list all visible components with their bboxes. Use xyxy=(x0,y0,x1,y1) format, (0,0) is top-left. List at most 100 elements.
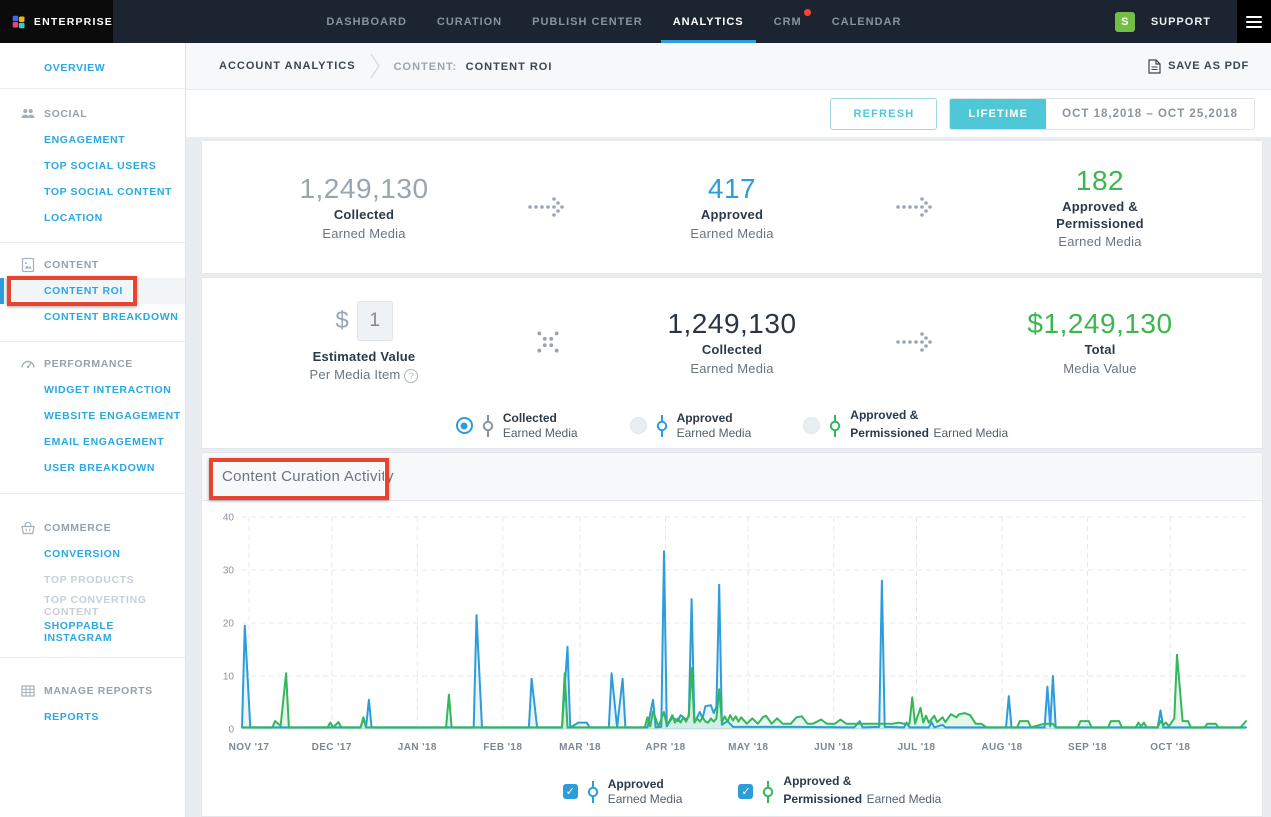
lifetime-button[interactable]: LIFETIME xyxy=(950,98,1047,129)
sidebar-item-widget-interaction[interactable]: WIDGET INTERACTION xyxy=(44,384,172,396)
checkbox-checked[interactable]: ✓ xyxy=(738,784,754,799)
nav-menu: DASHBOARD CURATION PUBLISH CENTER ANALYT… xyxy=(113,0,1115,43)
save-as-pdf-button[interactable]: SAVE AS PDF xyxy=(1148,58,1249,74)
radio-collected[interactable]: Collected Earned Media xyxy=(455,411,578,441)
sidebar-section-commerce: COMMERCE xyxy=(0,515,185,541)
sidebar-item-top-social-users[interactable]: TOP SOCIAL USERS xyxy=(44,160,157,172)
save-as-pdf-label: SAVE AS PDF xyxy=(1168,60,1249,72)
brand-logo[interactable]: ENTERPRISE xyxy=(0,0,113,43)
svg-text:JUL '18: JUL '18 xyxy=(898,742,936,753)
svg-text:DEC '17: DEC '17 xyxy=(312,742,352,753)
svg-text:APR '18: APR '18 xyxy=(645,742,685,753)
svg-text:0: 0 xyxy=(228,725,234,736)
basket-icon xyxy=(21,521,35,535)
sidebar: OVERVIEW SOCIAL ENGAGEMENT TOP SOCIAL US… xyxy=(0,43,186,817)
sidebar-item-top-social-content[interactable]: TOP SOCIAL CONTENT xyxy=(44,186,173,198)
svg-text:MAR '18: MAR '18 xyxy=(559,742,601,753)
divider xyxy=(0,88,185,89)
sidebar-item-location[interactable]: LOCATION xyxy=(44,212,103,224)
breadcrumb-page: CONTENT ROI xyxy=(465,61,553,73)
sidebar-item-engagement[interactable]: ENGAGEMENT xyxy=(44,134,126,146)
sidebar-item-shoppable-instagram[interactable]: SHOPPABLE INSTAGRAM xyxy=(44,620,114,644)
svg-text:40: 40 xyxy=(223,513,235,524)
collected-sublabel: Earned Media xyxy=(690,360,774,376)
sidebar-item-overview[interactable]: OVERVIEW xyxy=(44,62,106,74)
brand-name: ENTERPRISE xyxy=(33,15,113,28)
nav-item-crm-label: CRM xyxy=(773,15,802,28)
stat-approved-permissioned-sublabel: Earned Media xyxy=(1058,233,1142,249)
legend-approved-permissioned[interactable]: ✓ Approved & Permissioned Earned Media xyxy=(738,774,941,809)
sidebar-item-content-roi-label: CONTENT ROI xyxy=(44,285,123,297)
total-sublabel: Media Value xyxy=(1063,360,1137,376)
sidebar-item-website-engagement[interactable]: WEBSITE ENGAGEMENT xyxy=(44,410,181,422)
sidebar-item-content-roi[interactable]: CONTENT ROI xyxy=(0,278,185,304)
radio-button[interactable] xyxy=(629,417,647,434)
refresh-button[interactable]: REFRESH xyxy=(830,97,938,130)
sidebar-item-top-converting-content: TOP CONVERTING CONTENT xyxy=(44,594,147,618)
sidebar-item-conversion[interactable]: CONVERSION xyxy=(44,548,121,560)
nav-item-curation[interactable]: CURATION xyxy=(436,15,503,28)
nav-item-analytics[interactable]: ANALYTICS xyxy=(660,0,756,43)
radio-button[interactable] xyxy=(803,417,821,434)
sidebar-section-title: COMMERCE xyxy=(44,522,112,534)
divider xyxy=(0,657,185,658)
breadcrumb-root[interactable]: ACCOUNT ANALYTICS xyxy=(219,60,356,72)
top-nav: ENTERPRISE DASHBOARD CURATION PUBLISH CE… xyxy=(0,0,1271,43)
breadcrumb: ACCOUNT ANALYTICS CONTENT: CONTENT ROI xyxy=(219,53,552,79)
nav-item-calendar[interactable]: CALENDAR xyxy=(831,15,902,28)
radio-approved-permissioned[interactable]: Approved & Permissioned Earned Media xyxy=(803,408,1008,443)
divider xyxy=(0,493,185,494)
support-link[interactable]: SUPPORT xyxy=(1150,15,1211,28)
sidebar-section-performance: PERFORMANCE xyxy=(0,351,185,377)
notification-dot xyxy=(803,9,811,16)
breadcrumb-bar: ACCOUNT ANALYTICS CONTENT: CONTENT ROI S… xyxy=(186,43,1271,90)
series-marker-icon xyxy=(763,780,774,803)
hamburger-menu-icon[interactable] xyxy=(1237,0,1271,43)
total-media-value-block: $1,249,130 Total Media Value xyxy=(938,308,1262,375)
sidebar-item-user-breakdown[interactable]: USER BREAKDOWN xyxy=(44,462,156,474)
estimated-value-label: Estimated Value xyxy=(312,349,416,365)
date-range-control: LIFETIME OCT 18,2018 – OCT 25,2018 xyxy=(949,97,1255,130)
svg-text:SEP '18: SEP '18 xyxy=(1068,742,1107,753)
media-type-radio-group: Collected Earned Media Approved Earned M… xyxy=(202,408,1262,443)
radio-approved[interactable]: Approved Earned Media xyxy=(629,411,751,441)
stat-collected-label: Collected xyxy=(333,207,395,223)
svg-text:10: 10 xyxy=(223,672,235,683)
dotted-arrow-icon xyxy=(894,194,938,220)
content-curation-activity-card: Content Curation Activity 0 10 20 30 40 NOV '… xyxy=(201,452,1263,817)
sidebar-item-email-engagement[interactable]: EMAIL ENGAGEMENT xyxy=(44,436,165,448)
sidebar-section-social: SOCIAL xyxy=(0,101,185,127)
nav-item-dashboard[interactable]: DASHBOARD xyxy=(326,15,407,28)
collected-label: Collected xyxy=(701,342,763,358)
nav-right: S SUPPORT xyxy=(1114,0,1271,43)
nav-item-publish-center[interactable]: PUBLISH CENTER xyxy=(532,15,643,28)
sidebar-item-content-breakdown[interactable]: CONTENT BREAKDOWN xyxy=(44,311,179,323)
date-range-button[interactable]: OCT 18,2018 – OCT 25,2018 xyxy=(1062,107,1238,120)
help-icon[interactable]: ? xyxy=(404,368,419,383)
total-label: Total xyxy=(1084,342,1116,358)
line-chart: 0 10 20 30 40 NOV '17 DEC '17 JAN '18 FEB '18 MAR… xyxy=(223,513,1247,753)
svg-text:MAY '18: MAY '18 xyxy=(728,742,768,753)
svg-text:AUG '18: AUG '18 xyxy=(981,742,1022,753)
sidebar-section-title: PERFORMANCE xyxy=(44,358,133,370)
dollar-sign: $ xyxy=(335,307,349,335)
stat-approved-value: 417 xyxy=(707,173,757,205)
dotted-arrow-icon xyxy=(894,329,938,355)
stat-collected-sublabel: Earned Media xyxy=(322,225,406,241)
activity-chart[interactable]: 0 10 20 30 40 NOV '17 DEC '17 JAN '18 FEB '18 MAR… xyxy=(202,501,1262,762)
estimated-value-input[interactable] xyxy=(356,301,393,342)
nav-item-crm[interactable]: CRM xyxy=(773,0,811,43)
sidebar-item-reports[interactable]: REPORTS xyxy=(44,711,99,723)
checkbox-checked[interactable]: ✓ xyxy=(562,784,578,799)
stat-approved-label: Approved xyxy=(700,207,764,223)
avatar[interactable]: S xyxy=(1114,11,1135,32)
legend-approved[interactable]: ✓ Approved Earned Media xyxy=(562,777,682,807)
document-icon xyxy=(1148,58,1161,74)
series-marker-icon xyxy=(656,414,667,437)
sidebar-section-manage-reports: MANAGE REPORTS xyxy=(0,678,185,704)
toolbar: REFRESH LIFETIME OCT 18,2018 – OCT 25,20… xyxy=(186,90,1271,137)
svg-text:JUN '18: JUN '18 xyxy=(814,742,853,753)
radio-button-selected[interactable] xyxy=(455,417,473,434)
sidebar-section-content: CONTENT xyxy=(0,252,185,278)
dotted-arrow-icon xyxy=(526,194,570,220)
